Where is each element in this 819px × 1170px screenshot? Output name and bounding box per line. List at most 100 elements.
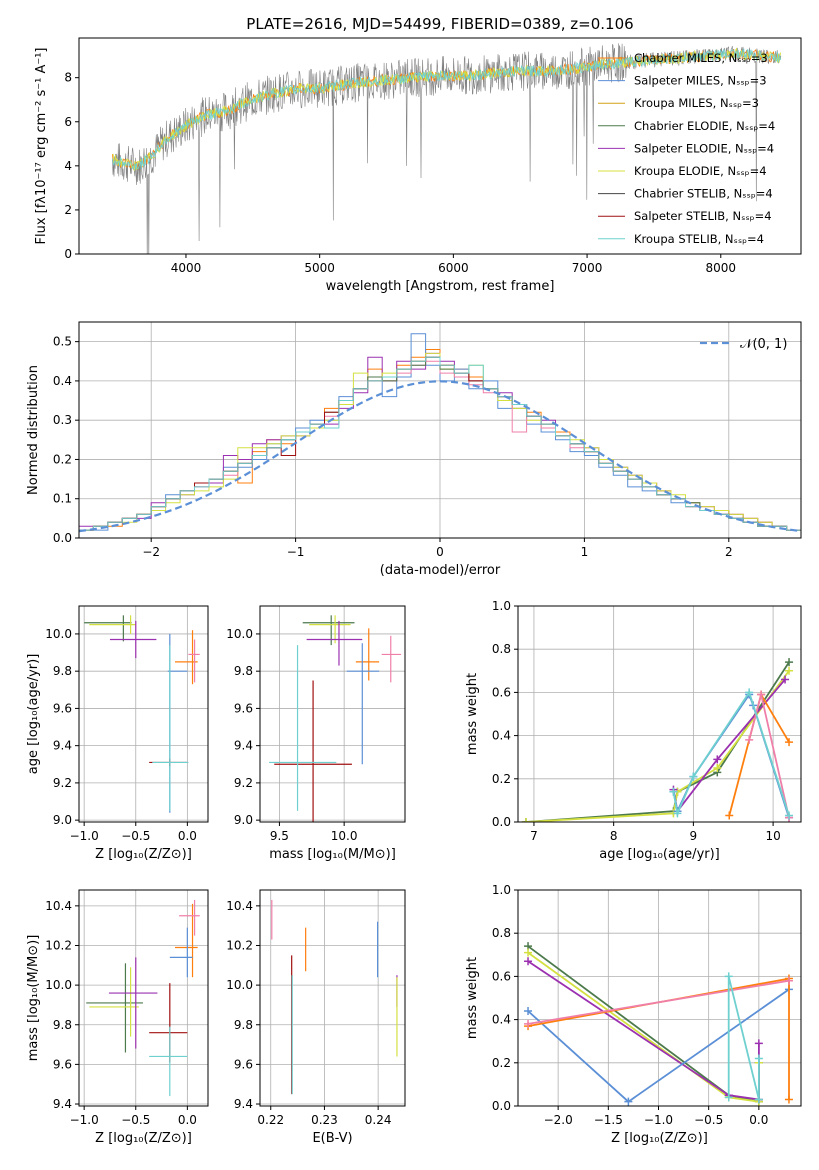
data-marks — [112, 43, 782, 254]
weight-point-marker — [745, 735, 754, 744]
axes-frame — [78, 605, 209, 823]
x-tick-label: −1 — [287, 545, 305, 559]
x-tick-label: 6000 — [438, 261, 469, 275]
y-tick-label: 0.6 — [492, 969, 511, 983]
weight-point-marker — [724, 1093, 733, 1102]
y-tick-label: 9.2 — [234, 776, 253, 790]
x-axis-label: wavelength [Angstrom, rest frame] — [326, 279, 555, 294]
x-tick-label: 0 — [436, 545, 444, 559]
grid-lines — [260, 606, 405, 822]
weight-series-line — [527, 951, 760, 1103]
weight-series-line — [527, 945, 760, 1103]
x-tick-label: 10 — [765, 829, 780, 843]
y-tick-label: 9.6 — [234, 701, 253, 715]
plot-mass-vs-ebv: 0.22 0.23 0.24 9.4 9.6 9.8 10.0 10.2 10.4 E(B-V) — [226, 889, 406, 1146]
y-tick-label: 0.4 — [492, 1013, 511, 1027]
y-tick-label: 10.4 — [45, 899, 72, 913]
weight-point-marker — [754, 1039, 763, 1048]
data-marks — [271, 899, 398, 1095]
legend-entry: Salpeter ELODIE, Nₛₛₚ=4 — [634, 141, 774, 155]
plot-mass-weight-vs-Z: −2.0 −1.5 −1.0 −0.5 0.0 0.0 0.2 0.4 0.6 0.8 1.0 Z [… — [465, 883, 802, 1146]
y-tick-label: 9.6 — [234, 1057, 253, 1071]
x-tick-label: 10.0 — [331, 829, 358, 843]
residual-legend: 𝒩(0, 1) — [700, 337, 787, 352]
y-tick-label: 8 — [64, 71, 72, 85]
x-tick-label: 8000 — [706, 261, 737, 275]
x-tick-label: −1.5 — [594, 1113, 623, 1127]
y-tick-label: 0.4 — [492, 729, 511, 743]
x-tick-label: 0.22 — [257, 1113, 284, 1127]
weight-point-marker — [784, 976, 793, 985]
data-marks — [79, 333, 801, 538]
x-tick-label: −0.5 — [121, 829, 150, 843]
y-axis-label: Normed distribution — [26, 365, 41, 495]
figure-title: PLATE=2616, MJD=54499, FIBERID=0389, z=0… — [246, 15, 633, 33]
y-axis-label: mass weight — [465, 957, 480, 1039]
data-marks — [86, 899, 200, 1097]
y-tick-label: 9.0 — [234, 813, 253, 827]
y-tick-label: 9.8 — [53, 664, 72, 678]
weight-point-marker — [785, 666, 794, 675]
weight-point-marker — [689, 772, 698, 781]
x-axis-label: age [log₁₀(age/yr)] — [599, 847, 720, 862]
weight-series-line — [527, 960, 760, 1101]
x-tick-label: 0.0 — [749, 1113, 768, 1127]
axes-frame — [259, 889, 406, 1107]
weight-point-marker — [785, 811, 794, 820]
y-tick-label: 0.0 — [53, 531, 72, 545]
weight-point-marker — [624, 1097, 633, 1106]
weight-point-marker — [713, 755, 722, 764]
legend-entry: Kroupa STELIB, Nₛₛₚ=4 — [634, 232, 764, 246]
weight-point-marker — [524, 1019, 533, 1028]
weight-series-line — [727, 976, 760, 1100]
y-tick-label: 9.8 — [234, 664, 253, 678]
x-tick-label: 7 — [530, 829, 538, 843]
x-axis-label: E(B-V) — [312, 1131, 352, 1146]
x-axis-label: mass [log₁₀(M/M⊙)] — [269, 847, 396, 862]
weight-series-line — [672, 678, 786, 814]
weight-point-marker — [673, 809, 682, 818]
grid-lines — [260, 890, 405, 1106]
weight-point-marker — [785, 738, 794, 747]
x-axis-label: Z [log₁₀(Z/Z⊙)] — [611, 1131, 708, 1146]
y-axis-label: Flux [fλ10⁻¹⁷ erg cm⁻² s⁻¹ A⁻¹] — [34, 48, 49, 245]
gaussian-reference-line — [79, 380, 801, 533]
axes-frame — [259, 605, 406, 823]
data-marks — [84, 615, 200, 813]
y-axis-label: age [log₁₀(age/yr)] — [26, 654, 41, 775]
weight-point-marker — [713, 764, 722, 772]
x-tick-label: 7000 — [572, 261, 603, 275]
weight-point-marker — [784, 1095, 793, 1104]
axes-frame — [517, 605, 802, 823]
y-tick-label: 0.4 — [53, 374, 72, 388]
x-axis-label: (data-model)/error — [380, 563, 501, 578]
y-tick-label: 9.6 — [53, 1057, 72, 1071]
legend-entry: Kroupa ELODIE, Nₛₛₚ=4 — [634, 164, 767, 178]
y-tick-label: 10.2 — [45, 938, 72, 952]
x-tick-label: 0.23 — [311, 1113, 338, 1127]
axes-frame — [517, 889, 802, 1107]
spectrum-legend: Chabrier MILES, Nₛₛₚ=3 Salpeter MILES, Nₛ… — [598, 51, 775, 246]
x-axis-label: Z [log₁₀(Z/Z⊙)] — [95, 847, 192, 862]
y-tick-label: 9.6 — [53, 701, 72, 715]
legend-entry: Salpeter MILES, Nₛₛₚ=3 — [634, 74, 767, 88]
weight-point-marker — [785, 658, 794, 667]
axes-frame — [78, 37, 802, 255]
y-tick-label: 10.0 — [226, 978, 253, 992]
y-tick-label: 0.2 — [492, 772, 511, 786]
y-tick-label: 0.3 — [53, 413, 72, 427]
axes-frame — [78, 321, 802, 539]
x-tick-label: 1 — [581, 545, 589, 559]
y-tick-label: 2 — [64, 203, 72, 217]
x-axis-label: Z [log₁₀(Z/Z⊙)] — [95, 1131, 192, 1146]
weight-point-marker — [745, 688, 754, 697]
y-tick-label: 9.0 — [53, 813, 72, 827]
y-tick-label: 10.2 — [226, 938, 253, 952]
y-axis-label: mass weight — [465, 673, 480, 755]
y-tick-label: 9.4 — [53, 1097, 72, 1111]
x-tick-label: 2 — [725, 545, 733, 559]
y-tick-label: 10.0 — [45, 978, 72, 992]
x-tick-label: −2 — [142, 545, 160, 559]
data-marks — [521, 658, 794, 822]
